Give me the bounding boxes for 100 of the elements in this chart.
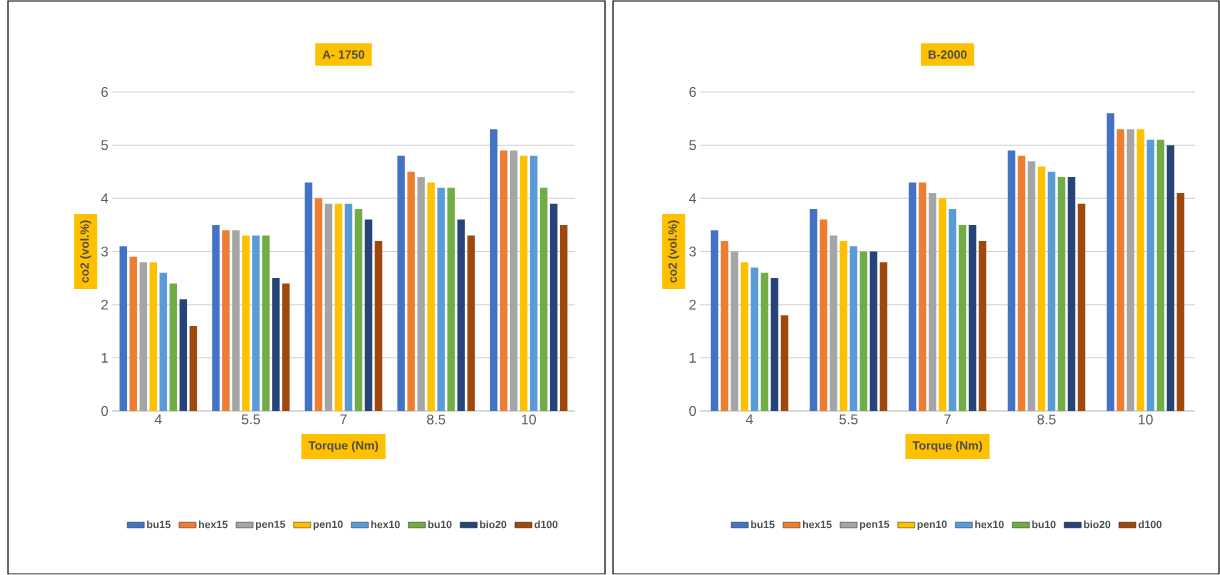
bar [1067,177,1076,412]
bar [968,225,977,412]
legend-label: hex10 [975,520,1004,529]
bar [720,241,729,412]
bar [159,272,168,412]
bar [740,262,749,412]
legend-label: hex15 [198,520,228,529]
bar [169,283,178,412]
y-tick-label: 3 [101,246,108,257]
legend-label: pen10 [313,520,343,531]
bar [859,251,868,412]
bar [314,198,323,412]
bar [344,203,353,412]
x-tick-label: 7 [944,414,951,425]
bar [1136,129,1145,412]
bar [918,182,927,412]
legend-label: bu10 [428,520,452,529]
bar [489,129,498,412]
bar [252,235,260,412]
x-tick-label: 8.5 [1037,414,1056,425]
y-tick-label: 6 [689,87,696,98]
bar [272,278,280,412]
bar [437,187,445,412]
bar [1176,193,1185,412]
bar [780,315,789,412]
bar [242,235,250,412]
y-tick-label: 2 [689,300,696,310]
bar [1057,177,1066,412]
bar [189,326,198,412]
x-tick-label: 10 [522,414,536,425]
x-tick-label: 5.5 [839,414,858,425]
bar [1037,166,1046,412]
bar [354,209,363,412]
y-tick-label: 4 [101,193,109,204]
bar [559,225,568,412]
x-tick-label: 8.5 [427,414,446,425]
bar [529,156,538,412]
y-tick-label: 1 [101,353,108,363]
chart-title: B-2000 [928,50,967,60]
y-tick-label: 0 [101,406,108,417]
bar [364,219,373,412]
bar [829,235,838,412]
legend-label: bio20 [1084,520,1111,529]
bar [427,182,435,412]
y-axis-title: co2 (vol.%) [668,220,680,283]
x-tick-label: 5.5 [241,414,261,425]
bar [232,230,240,412]
bar [750,267,759,412]
bar [397,156,405,412]
bar [809,209,818,412]
y-axis-title: co2 (vol.%) [80,220,92,283]
y-tick-label: 5 [101,140,108,151]
legend-label: bu10 [1032,520,1056,529]
x-tick-label: 4 [154,414,162,425]
bar [849,246,858,412]
bar [1007,150,1016,412]
x-tick-label: 10 [1138,414,1153,425]
bar [417,177,425,412]
legend-label: hex15 [802,520,832,529]
bar [1146,140,1155,412]
legend-label: hex10 [371,520,400,529]
bar [222,230,230,412]
y-tick-label: 1 [689,353,696,363]
y-tick-label: 4 [689,193,697,204]
bar [938,198,947,412]
bar [282,283,290,412]
bar [334,203,343,412]
bar [499,150,508,412]
bar [179,299,188,412]
bar [509,150,518,412]
y-tick-label: 3 [689,246,696,257]
legend-label: pen10 [917,520,947,531]
bar [129,257,138,412]
bar [539,187,548,412]
x-tick-label: 4 [745,414,753,425]
y-tick-label: 2 [101,300,108,310]
bar [928,193,937,412]
bar [879,262,888,412]
legend-label: bu15 [147,520,171,529]
bar [1017,156,1026,412]
bar [1047,171,1056,412]
bar [139,262,148,412]
bar [324,203,333,412]
chart-title: A- 1750 [322,50,365,60]
bar [457,219,465,412]
bar [212,225,220,412]
legend-label: d100 [534,520,558,529]
bar [467,235,475,412]
y-tick-label: 6 [101,87,108,98]
bar [1126,129,1135,412]
bar [262,235,270,412]
bar [519,156,528,412]
bar [549,203,558,412]
x-axis-title: Torque (Nm) [308,441,378,453]
legend-label: pen15 [860,520,890,531]
bar [978,241,987,412]
bar [447,187,455,412]
bar [304,182,313,412]
x-axis-title: Torque (Nm) [912,441,982,453]
bar [819,219,828,412]
